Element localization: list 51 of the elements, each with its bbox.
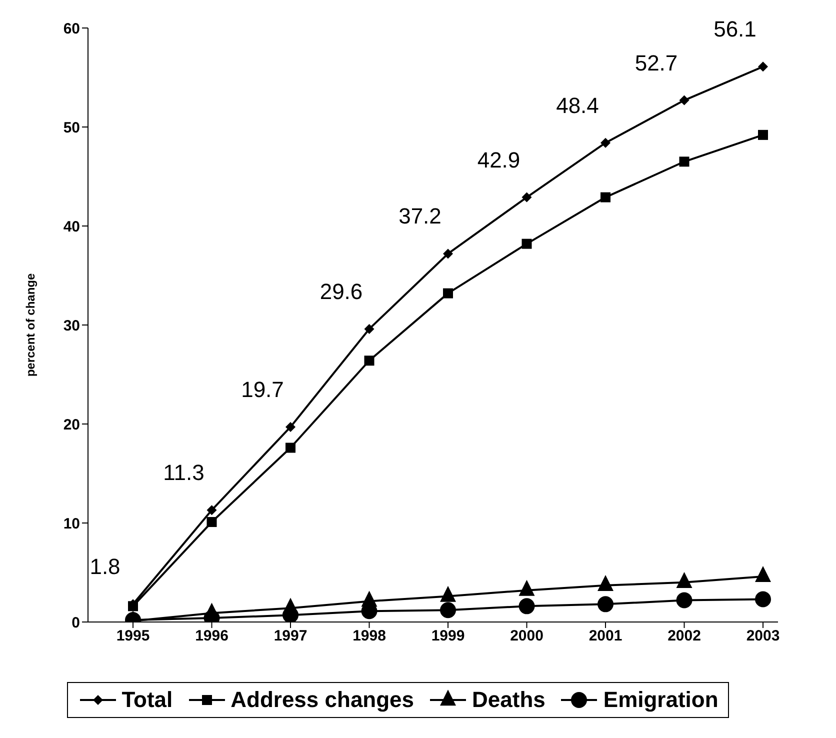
point xyxy=(286,442,296,453)
point xyxy=(522,192,532,202)
y-tick-label: 30 xyxy=(63,317,80,334)
point xyxy=(440,602,456,618)
data-label: 42.9 xyxy=(477,147,520,172)
data-label: 37.2 xyxy=(398,204,442,229)
point xyxy=(600,138,610,148)
point xyxy=(443,288,453,298)
y-tick-label: 40 xyxy=(63,218,80,236)
point xyxy=(518,598,535,614)
point xyxy=(598,596,614,612)
data-label: 52.7 xyxy=(634,50,678,76)
point xyxy=(364,324,374,334)
x-tick-label: 1995 xyxy=(116,628,150,645)
point xyxy=(758,62,768,72)
y-tick-label: 60 xyxy=(63,20,80,38)
x-tick-label: 1998 xyxy=(352,628,386,645)
y-tick-label: 0 xyxy=(72,614,80,632)
x-tick-label: 2003 xyxy=(746,628,780,645)
point xyxy=(522,238,532,249)
data-label: 48.4 xyxy=(556,92,599,118)
legend-label: Total xyxy=(122,687,173,713)
point xyxy=(443,248,453,259)
data-label: 1.8 xyxy=(90,554,120,580)
legend-label: Emigration xyxy=(603,687,718,713)
y-tick-label: 10 xyxy=(63,515,80,532)
point xyxy=(755,591,771,608)
y-axis-title: percent of change xyxy=(23,273,38,377)
x-tick-label: 1999 xyxy=(431,628,465,645)
legend-label: Address changes xyxy=(230,687,414,713)
x-tick-label: 1996 xyxy=(195,628,228,645)
x-tick-label: 2001 xyxy=(588,628,622,645)
point xyxy=(206,517,217,528)
data-label: 19.7 xyxy=(241,376,284,402)
point xyxy=(679,156,690,167)
legend-label: Deaths xyxy=(472,687,546,713)
x-tick-label: 1997 xyxy=(274,628,308,645)
x-tick-label: 2002 xyxy=(668,628,701,645)
point xyxy=(364,356,374,366)
x-tick-label: 2000 xyxy=(510,628,544,645)
y-tick-label: 20 xyxy=(63,416,80,434)
data-label: 29.6 xyxy=(320,278,363,304)
point xyxy=(286,422,296,432)
point xyxy=(679,95,690,106)
point xyxy=(600,192,610,202)
point xyxy=(206,505,217,516)
point xyxy=(676,592,692,608)
data-label: 56.1 xyxy=(714,16,756,42)
data-label: 11.3 xyxy=(163,460,204,486)
point xyxy=(758,130,768,140)
y-tick-label: 50 xyxy=(63,119,80,136)
